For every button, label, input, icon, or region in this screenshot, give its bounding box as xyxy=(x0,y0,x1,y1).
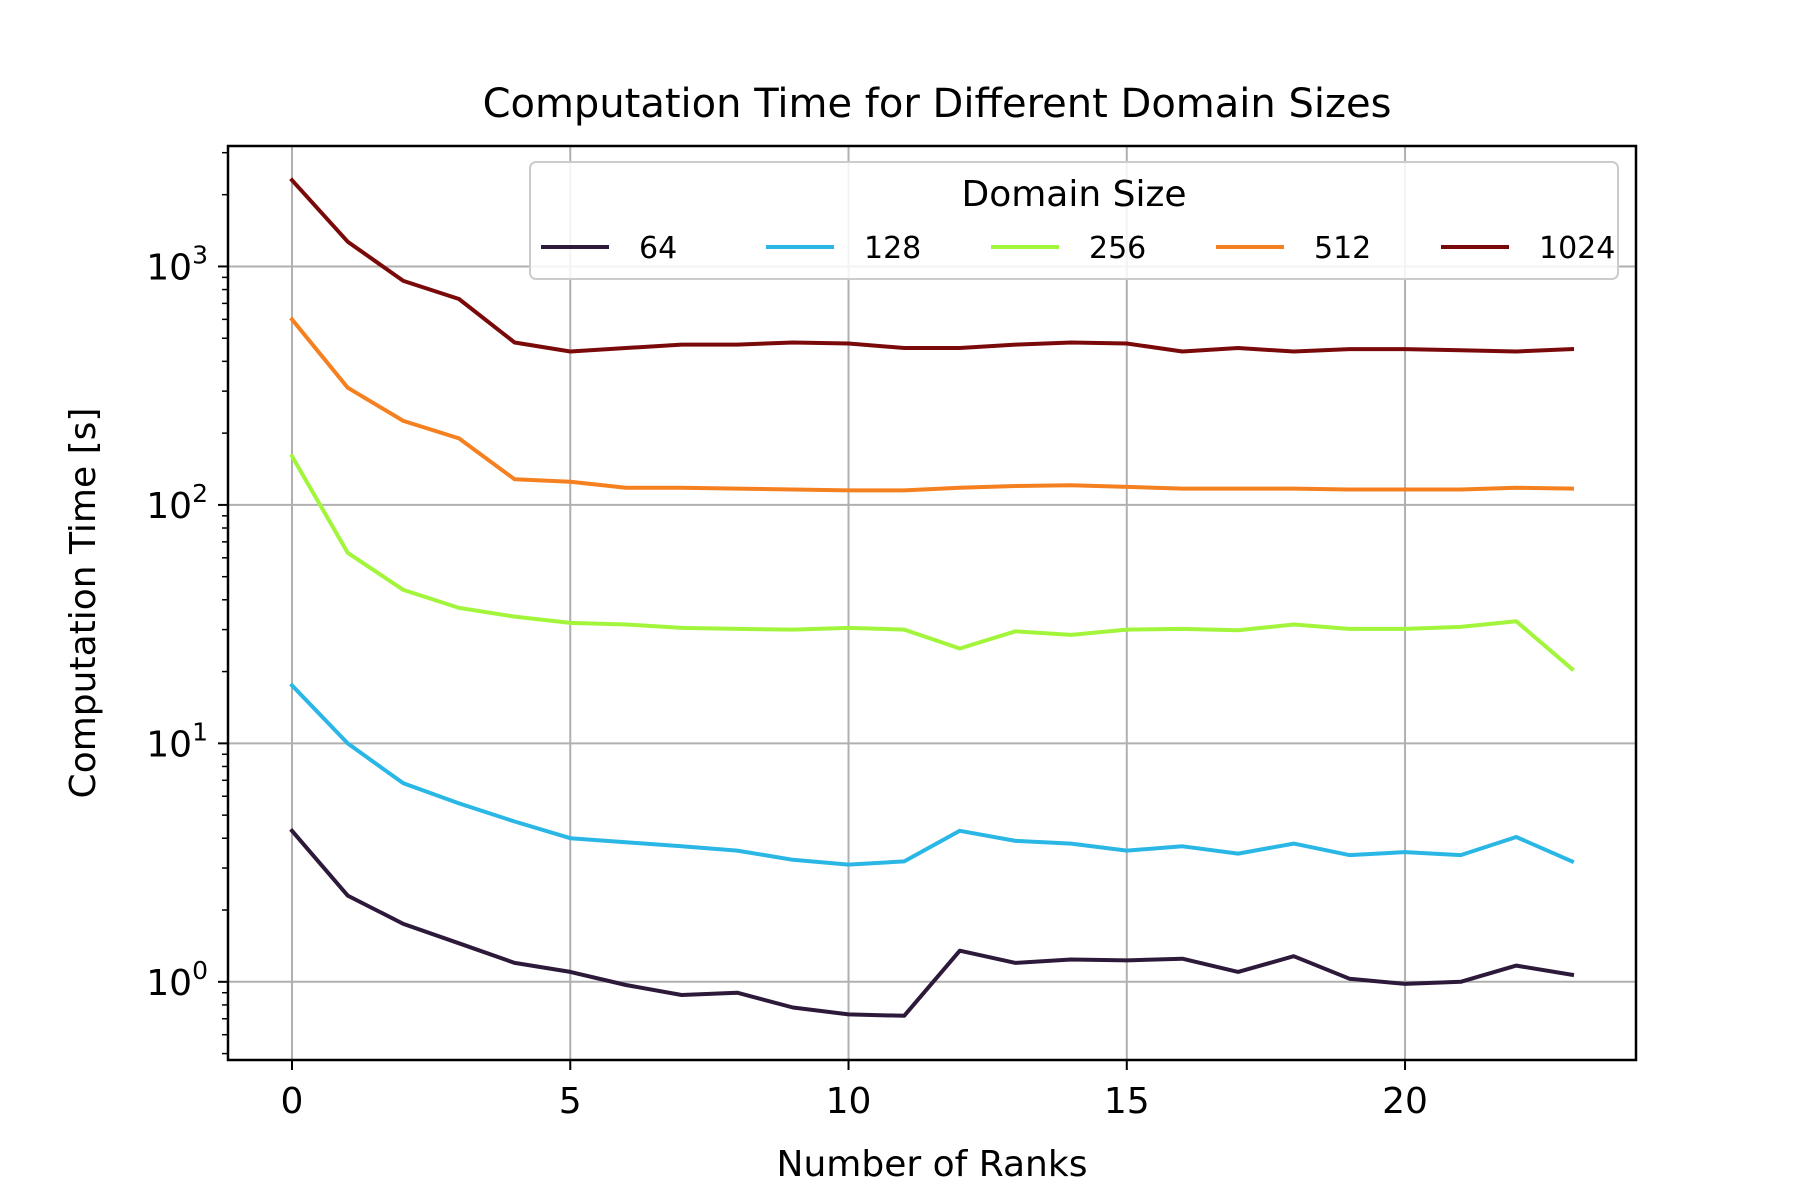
x-tick-label: 5 xyxy=(559,1081,582,1122)
series-line-256 xyxy=(289,453,1575,672)
axis-ticks: 0 5 10 15 20 100 101 102 103 xyxy=(146,151,1428,1122)
y-tick-label: 102 xyxy=(146,479,208,527)
x-tick-label: 0 xyxy=(281,1081,304,1122)
series-line-128 xyxy=(289,682,1575,867)
series-line-64 xyxy=(289,827,1575,1018)
legend-label-256: 256 xyxy=(1089,231,1146,266)
x-tick-label: 20 xyxy=(1382,1081,1428,1122)
plot-area-frame xyxy=(226,144,1638,1062)
y-axis-label: Computation Time [s] xyxy=(63,408,104,799)
legend-label-128: 128 xyxy=(864,231,921,266)
legend-title: Domain Size xyxy=(961,174,1186,215)
legend-label-1024: 1024 xyxy=(1539,231,1615,266)
y-tick-label: 101 xyxy=(146,717,208,765)
x-axis-label: Number of Ranks xyxy=(777,1144,1088,1185)
legend-box xyxy=(529,161,1619,280)
series-line-1024 xyxy=(289,177,1575,354)
legend-entries: 64 128 256 512 1024 xyxy=(541,231,1615,266)
legend-label-64: 64 xyxy=(639,231,677,266)
y-tick-label: 103 xyxy=(146,240,208,288)
y-tick-label: 100 xyxy=(146,956,208,1004)
x-tick-label: 15 xyxy=(1104,1081,1150,1122)
chart-title: Computation Time for Different Domain Si… xyxy=(483,81,1392,127)
legend: Domain Size 64 128 256 512 1024 xyxy=(529,161,1619,280)
legend-label-512: 512 xyxy=(1314,231,1371,266)
x-tick-label: 10 xyxy=(826,1081,872,1122)
series-line-512 xyxy=(289,316,1575,493)
series-layer xyxy=(289,177,1575,1018)
